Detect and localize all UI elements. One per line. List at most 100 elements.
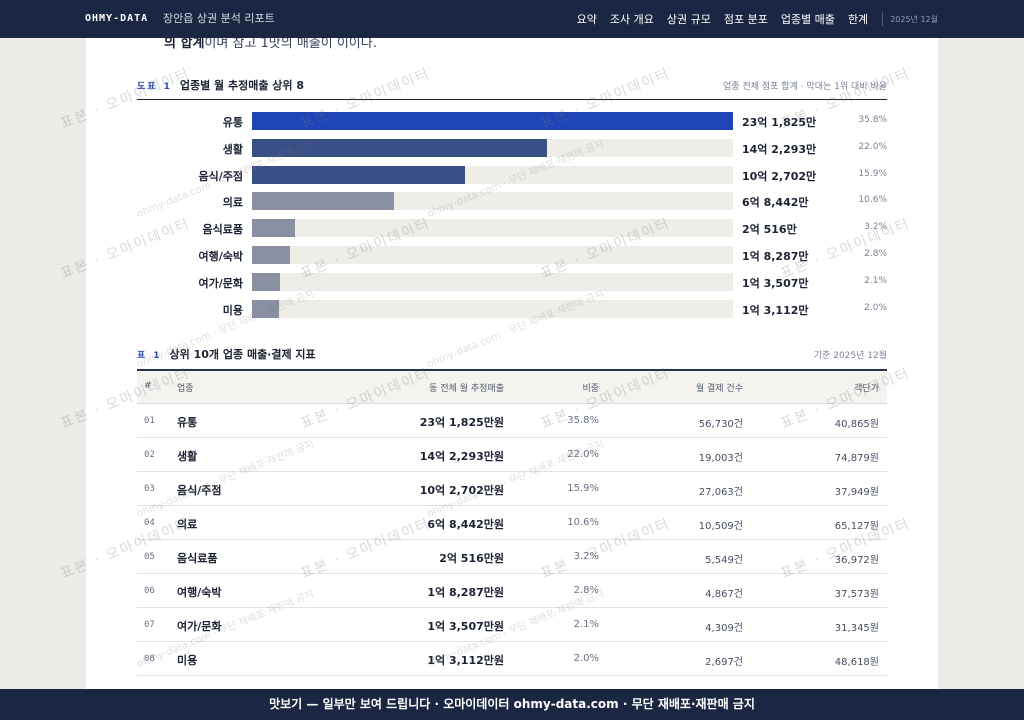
row-avg-price: 36,972원	[834, 555, 879, 566]
row-category: 미용	[177, 654, 198, 667]
bar-row: 유통 23억 1,825만 35.8%	[137, 112, 887, 131]
bar-row: 생활 14억 2,293만 22.0%	[137, 138, 887, 158]
table-note: 기준 2025년 12월	[813, 351, 887, 361]
bar-track	[252, 299, 733, 318]
table-rule	[137, 369, 887, 371]
row-sales: 2억 516만원	[439, 552, 504, 565]
table-tag: 표	[137, 351, 148, 361]
row-count: 5,549건	[705, 555, 743, 566]
row-category: 유통	[177, 416, 198, 429]
col-header-count: 월 결제 건수	[695, 384, 743, 394]
preview-banner: 맛보기 — 일부만 보여 드립니다 · 오마이데이터 ohmy-data.com…	[0, 689, 1024, 720]
table-row[interactable]: 05 음식료품 2억 516만원 3.2% 5,549건 36,972원	[137, 540, 887, 574]
report-sheet: 의 합계이며 참고 1맛의 매출이 이이다. 도표 1 업종별 월 추정매출 상…	[86, 38, 938, 689]
bar-value-label: 6억 8,442만	[742, 196, 809, 210]
bar-row: 의료 6억 8,442만 10.6%	[137, 192, 887, 211]
table-row[interactable]: 02 생활 14억 2,293만원 22.0% 19,003건 74,879원	[137, 438, 887, 472]
table-title: 상위 10개 업종 매출·결제 지표	[169, 348, 316, 361]
row-category: 생활	[177, 450, 198, 463]
bar-share-label: 3.2%	[864, 222, 887, 233]
bar-row: 음식료품 2억 516만 3.2%	[137, 219, 887, 238]
row-index: 08	[144, 654, 155, 664]
table-number: 1	[153, 351, 160, 361]
row-index: 04	[144, 518, 155, 528]
figure-rule	[137, 99, 887, 100]
intro-rest: 이며 참고 1맛의 매출이 이이다.	[204, 38, 377, 51]
row-sales: 1억 3,112만원	[427, 654, 504, 667]
bar	[252, 246, 290, 264]
nav-item-overview[interactable]: 조사 개요	[609, 13, 654, 26]
row-sales: 23억 1,825만원	[419, 416, 504, 429]
nav-divider	[882, 12, 884, 26]
bar-share-label: 10.6%	[858, 195, 887, 206]
figure-number: 1	[163, 82, 170, 92]
figure-tag: 도표	[137, 82, 158, 92]
table-row[interactable]: 06 여행/숙박 1억 8,287만원 2.8% 4,867건 37,573원	[137, 574, 887, 608]
row-avg-price: 65,127원	[834, 521, 879, 532]
bar-track	[252, 112, 733, 130]
bar-value-label: 1억 3,112만	[742, 303, 809, 317]
row-share: 3.2%	[573, 551, 599, 562]
bar	[252, 192, 394, 211]
bar-track	[252, 272, 733, 291]
bar-value-label: 10억 2,702만	[742, 169, 817, 183]
table-row[interactable]: 01 유통 23억 1,825만원 35.8% 56,730건 40,865원	[137, 404, 887, 438]
col-header-sales: 동 전체 월 추정매출	[429, 384, 504, 394]
row-count: 4,867건	[705, 589, 743, 600]
top-nav: 요약 조사 개요 상권 규모 점포 분포 업종별 매출 한계 2025년 12월	[577, 0, 1024, 38]
row-sales: 14억 2,293만원	[419, 450, 504, 463]
bar	[252, 165, 466, 184]
row-count: 56,730건	[698, 419, 743, 430]
table-head-row: # 업종 동 전체 월 추정매출 비중 월 결제 건수 객단가	[137, 371, 887, 404]
bar-track	[252, 192, 733, 211]
col-header-index: #	[144, 381, 152, 391]
bar-category-label: 여행/숙박	[198, 250, 244, 263]
col-header-category: 업종	[177, 384, 194, 394]
bar-share-label: 35.8%	[858, 115, 887, 125]
row-index: 03	[144, 484, 155, 494]
nav-item-limits[interactable]: 한계	[847, 13, 869, 26]
row-avg-price: 48,618원	[834, 657, 879, 668]
nav-item-summary[interactable]: 요약	[576, 13, 597, 26]
row-sales: 1억 8,287만원	[427, 586, 504, 599]
row-avg-price: 40,865원	[834, 419, 879, 430]
nav-item-sales[interactable]: 업종별 매출	[780, 13, 835, 26]
row-sales: 6억 8,442만원	[427, 518, 504, 531]
row-avg-price: 74,879원	[834, 453, 879, 464]
intro-text: 의 합계이며 참고 1맛의 매출이 이이다.	[164, 38, 377, 51]
nav-item-distribution[interactable]: 점포 분포	[723, 13, 768, 26]
row-share: 22.0%	[567, 449, 599, 460]
brand-logo[interactable]: OHMY-DATA	[85, 13, 149, 24]
bar-category-label: 유통	[222, 116, 243, 129]
row-count: 10,509건	[698, 521, 743, 532]
intro-bold: 의 합계	[164, 38, 205, 51]
row-category: 의료	[177, 518, 198, 531]
bar-value-label: 2억 516만	[742, 223, 797, 237]
bar-category-label: 의료	[222, 196, 243, 210]
bar	[252, 112, 733, 130]
bar-share-label: 2.8%	[864, 249, 887, 259]
table-row[interactable]: 04 의료 6억 8,442만원 10.6% 10,509건 65,127원	[137, 506, 887, 540]
row-share: 10.6%	[567, 517, 599, 528]
bar-row: 음식/주점 10억 2,702만 15.9%	[137, 165, 887, 185]
row-count: 4,309건	[705, 623, 743, 634]
table-row[interactable]: 08 미용 1억 3,112만원 2.0% 2,697건 48,618원	[137, 642, 887, 676]
row-avg-price: 37,949원	[834, 487, 879, 498]
row-index: 02	[144, 450, 155, 460]
table-body: 01 유통 23억 1,825만원 35.8% 56,730건 40,865원 02 생활 14…	[137, 404, 887, 676]
nav-item-scale[interactable]: 상권 규모	[666, 13, 711, 26]
report-title: 장안읍 상권 분석 리포트	[163, 12, 275, 25]
top-bar: OHMY-DATA 장안읍 상권 분석 리포트 요약 조사 개요 상권 규모 점…	[0, 0, 1024, 38]
table-row[interactable]: 07 여가/문화 1억 3,507만원 2.1% 4,309건 31,345원	[137, 608, 887, 642]
bar	[252, 299, 280, 318]
row-share: 35.8%	[567, 415, 599, 426]
bar-category-label: 음식료품	[202, 223, 243, 237]
table-row[interactable]: 03 음식/주점 10억 2,702만원 15.9% 27,063건 37,949원	[137, 472, 887, 506]
bar-category-label: 미용	[222, 303, 243, 317]
metrics-table: # 업종 동 전체 월 추정매출 비중 월 결제 건수 객단가 01 유통 23억 …	[137, 371, 887, 676]
row-category: 여행/숙박	[177, 586, 222, 599]
bar-value-label: 14억 2,293만	[742, 142, 817, 156]
figure-note: 업종 전체 점포 합계 · 막대는 1위 대비 비율	[723, 82, 887, 92]
row-index: 07	[144, 620, 155, 630]
bar	[252, 138, 548, 157]
